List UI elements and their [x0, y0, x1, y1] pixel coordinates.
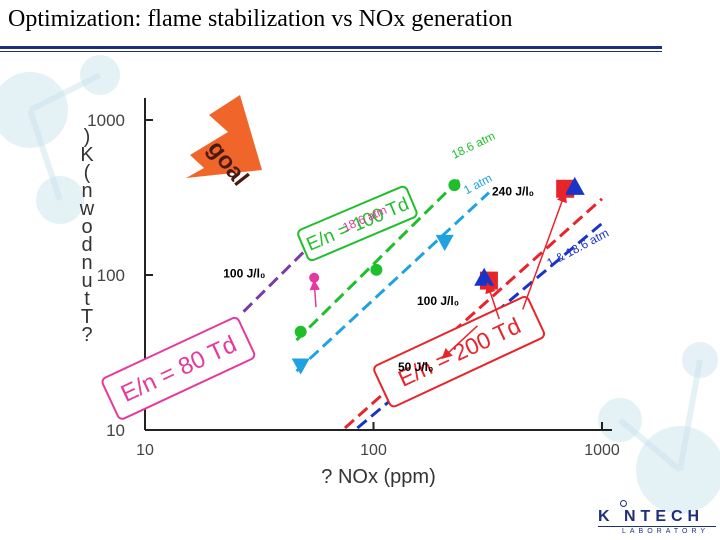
y-tick-label: 10: [106, 421, 125, 440]
annotation-arrow: [309, 279, 321, 308]
annotation-label: 50 J/l₀: [398, 360, 433, 374]
chart-label-boxes: E/n = 100 TdE/n = 80 Td E/n = 200 Td: [101, 185, 546, 420]
y-axis-label: ) K(n w o d n u t T?: [79, 126, 95, 346]
title-divider-thin: [0, 51, 662, 52]
marker-triangle-down-cyan: [435, 234, 454, 252]
goal-arrow-shape: [186, 95, 262, 178]
slide-title: Optimization: flame stabilization vs NOx…: [8, 6, 513, 32]
y-tick-label: 1000: [87, 111, 125, 130]
y-tick-label: 100: [97, 266, 125, 285]
label-box: E/n = 80 Td: [101, 316, 256, 420]
label-box-frame: [101, 316, 256, 420]
series-line-cyan: [295, 191, 490, 373]
kintech-logo: K NTECH LABORATORY: [598, 500, 718, 538]
series-line-red: [343, 197, 603, 430]
annotation-arrow: [441, 325, 478, 360]
logo-subtext: LABORATORY: [622, 528, 710, 535]
logo-rule: [598, 526, 716, 527]
x-tick-label: 100: [360, 442, 387, 459]
goal-arrow: goal: [186, 95, 262, 191]
annotation-label: 1 & 18.6 atm: [544, 226, 611, 270]
annotation-label: 100 J/l₀: [417, 294, 459, 308]
annotation-arrow: [522, 191, 567, 310]
label-box-frame: [373, 296, 546, 408]
chart-arrows: [309, 191, 567, 360]
marker-circle-green: [370, 263, 383, 276]
x-axis-label: ? NOx (ppm): [321, 466, 435, 488]
marker-triangle-down-cyan: [291, 358, 310, 375]
title-divider: [0, 46, 662, 49]
marker-circle-green: [448, 179, 461, 192]
annotation-label: 240 J/l₀: [492, 185, 534, 199]
chart-labels: 18.6 atm 100 J/l₀ 50 J/l₀ 100 J/l₀ 240 J/l₀ 1…: [223, 129, 611, 374]
annotation-label: 18.6 atm: [449, 129, 497, 162]
label-box-frame: [297, 185, 418, 262]
x-tick-label: 10: [136, 442, 154, 459]
annotation-arrow: [485, 282, 500, 320]
x-tick-label: 1000: [584, 442, 620, 459]
marker-triangle-up-blue: [474, 267, 495, 286]
label-box: E/n = 200 Td: [373, 296, 546, 408]
series-line-green: [295, 177, 462, 342]
marker-circle-green: [294, 325, 307, 338]
logo-circle: [620, 500, 627, 507]
annotation-label: 100 J/l₀: [223, 267, 265, 281]
chart-axes: 10 100 1000 10 100 1000 ? NOx (ppm) ) K(n w o d n u t T…: [79, 98, 620, 488]
marker-triangle-up-blue: [564, 176, 585, 195]
logo-main-text: K NTECH: [598, 508, 705, 525]
